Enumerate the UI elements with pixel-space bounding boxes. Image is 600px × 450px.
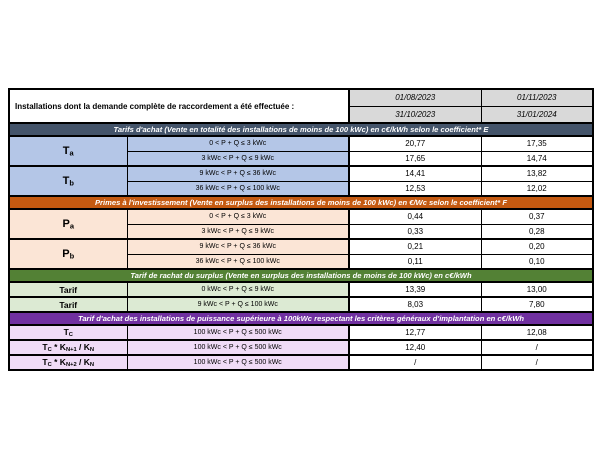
period1-end-date: 31/10/2023 xyxy=(348,105,482,124)
condition-cell: 3 kWc < P + Q ≤ 9 kWc xyxy=(126,223,350,240)
value-cell: 17,35 xyxy=(480,135,594,152)
value-cell: / xyxy=(480,354,594,371)
value-cell: 12,08 xyxy=(480,324,594,341)
value-cell: 0,37 xyxy=(480,208,594,225)
value-cell: 0,10 xyxy=(480,253,594,270)
condition-cell: 100 kWc < P + Q ≤ 500 kWc xyxy=(126,324,350,341)
condition-cell: 3 kWc < P + Q ≤ 9 kWc xyxy=(126,150,350,167)
row-label-Tc: TC xyxy=(8,324,128,341)
condition-cell: 100 kWc < P + Q ≤ 500 kWc xyxy=(126,339,350,356)
condition-cell: 36 kWc < P + Q ≤ 100 kWc xyxy=(126,253,350,270)
value-cell: 13,00 xyxy=(480,281,594,298)
condition-cell: 0 kWc < P + Q ≤ 9 kWc xyxy=(126,281,350,298)
period2-end-date: 31/01/2024 xyxy=(480,105,594,124)
period2-start-date: 01/11/2023 xyxy=(480,88,594,107)
row-label-Tb: Tb xyxy=(8,165,128,197)
value-cell: 0,11 xyxy=(348,253,482,270)
condition-cell: 9 kWc < P + Q ≤ 100 kWc xyxy=(126,296,350,313)
row-label-Tc-Kn1: TC * KN+1 / KN xyxy=(8,339,128,356)
condition-cell: 100 kWc < P + Q ≤ 500 kWc xyxy=(126,354,350,371)
value-cell: / xyxy=(348,354,482,371)
value-cell: 12,77 xyxy=(348,324,482,341)
condition-cell: 36 kWc < P + Q ≤ 100 kWc xyxy=(126,180,350,197)
value-cell: 7,80 xyxy=(480,296,594,313)
condition-cell: 0 < P + Q ≤ 3 kWc xyxy=(126,208,350,225)
value-cell: 0,33 xyxy=(348,223,482,240)
table-title: Installations dont la demande complète d… xyxy=(8,88,350,124)
section-title-primes: Primes à l'investissement (Vente en surp… xyxy=(8,195,594,210)
value-cell: 12,40 xyxy=(348,339,482,356)
row-label-tarif-2: Tarif xyxy=(8,296,128,313)
value-cell: 13,82 xyxy=(480,165,594,182)
value-cell: 17,65 xyxy=(348,150,482,167)
row-label-Ta: Ta xyxy=(8,135,128,167)
condition-cell: 9 kWc < P + Q ≤ 36 kWc xyxy=(126,238,350,255)
value-cell: 14,74 xyxy=(480,150,594,167)
value-cell: 20,77 xyxy=(348,135,482,152)
row-label-Tc-Kn2: TC * KN+2 / KN xyxy=(8,354,128,371)
value-cell: 13,39 xyxy=(348,281,482,298)
value-cell: / xyxy=(480,339,594,356)
value-cell: 0,20 xyxy=(480,238,594,255)
condition-cell: 0 < P + Q ≤ 3 kWc xyxy=(126,135,350,152)
value-cell: 8,03 xyxy=(348,296,482,313)
value-cell: 0,28 xyxy=(480,223,594,240)
value-cell: 12,02 xyxy=(480,180,594,197)
section-title-surplus: Tarif de rachat du surplus (Vente en sur… xyxy=(8,268,594,283)
value-cell: 14,41 xyxy=(348,165,482,182)
row-label-tarif-1: Tarif xyxy=(8,281,128,298)
value-cell: 12,53 xyxy=(348,180,482,197)
section-title-tarifs-achat: Tarifs d'achat (Vente en totalité des in… xyxy=(8,122,594,137)
value-cell: 0,44 xyxy=(348,208,482,225)
row-label-Pa: Pa xyxy=(8,208,128,240)
row-label-Pb: Pb xyxy=(8,238,128,270)
condition-cell: 9 kWc < P + Q ≤ 36 kWc xyxy=(126,165,350,182)
period1-start-date: 01/08/2023 xyxy=(348,88,482,107)
section-title-sup100: Tarif d'achat des installations de puiss… xyxy=(8,311,594,326)
value-cell: 0,21 xyxy=(348,238,482,255)
tariff-table: Installations dont la demande complète d… xyxy=(8,88,594,371)
